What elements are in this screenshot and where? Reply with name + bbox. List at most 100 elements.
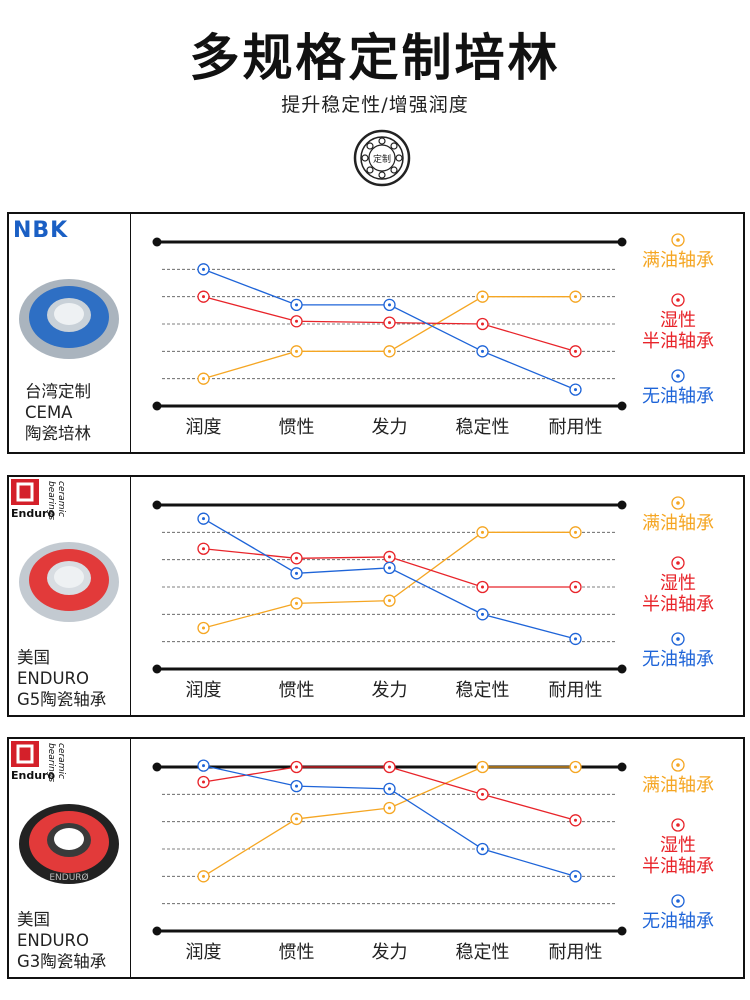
- brand-word: ceramic: [56, 743, 66, 779]
- x-tick-label: 稳定性: [456, 942, 510, 963]
- legend-marker: [671, 818, 685, 832]
- badge: 定制: [353, 129, 411, 187]
- product-label: 美国 ENDURO G5陶瓷轴承: [17, 648, 107, 709]
- x-tick-label: 耐用性: [549, 417, 603, 438]
- series-line: [203, 268, 576, 391]
- marker-dot: [481, 847, 484, 851]
- x-tick-label: 稳定性: [456, 680, 510, 701]
- axis-end: [617, 926, 627, 936]
- product-cell: NBK 台湾定制 CEMA 陶瓷培林: [9, 214, 131, 452]
- marker-dot: [574, 765, 577, 769]
- panel: Enduro bearings ceramic ENDURØ 美国 ENDURO G3陶…: [7, 737, 745, 979]
- marker-dot: [295, 303, 298, 307]
- legend-item: 满油轴承: [618, 232, 738, 271]
- legend-marker-dot: [676, 823, 680, 827]
- marker-dot: [388, 555, 391, 559]
- bearing-text: ENDURØ: [49, 872, 88, 883]
- product-cell: Enduro bearings ceramic 美国 ENDURO G5陶瓷轴承: [9, 477, 131, 715]
- axis-end: [617, 762, 627, 772]
- x-tick-label: 耐用性: [549, 942, 603, 963]
- logo-e-shape: [16, 482, 34, 502]
- marker-dot: [295, 784, 298, 788]
- brand-name: Enduro: [11, 507, 55, 520]
- legend-item: 湿性 半油轴承: [618, 555, 738, 615]
- marker-dot: [388, 303, 391, 307]
- marker-dot: [574, 349, 577, 353]
- x-tick-label: 惯性: [279, 680, 315, 701]
- legend-label: 湿性 半油轴承: [642, 310, 714, 352]
- legend-marker: [671, 369, 685, 383]
- bearing-image: [19, 279, 119, 359]
- brand-word: bearings: [46, 481, 56, 520]
- marker-dot: [481, 349, 484, 353]
- series-line: [203, 531, 576, 629]
- legend-marker-dot: [676, 298, 680, 302]
- marker-dot: [202, 874, 205, 878]
- bearing-bore: [54, 303, 84, 325]
- axis-end: [152, 237, 162, 247]
- panel: NBK 台湾定制 CEMA 陶瓷培林 润度 惯性 发力 稳定性 耐用性 满油轴承 湿性 半油轴承…: [7, 212, 745, 454]
- badge-text: 定制: [373, 153, 391, 165]
- axis-end: [152, 500, 162, 510]
- marker-dot: [295, 765, 298, 769]
- marker-dot: [574, 530, 577, 534]
- x-tick-label: 稳定性: [456, 417, 510, 438]
- legend-marker-dot: [676, 899, 680, 903]
- legend-marker-dot: [676, 238, 680, 242]
- legend-item: 满油轴承: [618, 757, 738, 796]
- marker-dot: [481, 792, 484, 796]
- marker-dot: [202, 547, 205, 551]
- bearing-bore: [54, 566, 84, 588]
- marker-dot: [574, 818, 577, 822]
- legend-marker-dot: [676, 763, 680, 767]
- legend-label: 湿性 半油轴承: [642, 573, 714, 615]
- x-tick-label: 润度: [186, 680, 222, 701]
- brand-word: bearings: [46, 743, 56, 782]
- marker-dot: [388, 599, 391, 603]
- legend-item: 湿性 半油轴承: [618, 817, 738, 877]
- x-tick-label: 润度: [186, 417, 222, 438]
- legend-label: 满油轴承: [642, 513, 714, 534]
- marker-dot: [388, 566, 391, 570]
- marker-dot: [388, 321, 391, 325]
- product-label: 美国 ENDURO G3陶瓷轴承: [17, 910, 107, 971]
- legend-marker: [671, 632, 685, 646]
- legend-item: 无油轴承: [618, 368, 738, 407]
- legend-item: 满油轴承: [618, 495, 738, 534]
- marker-dot: [295, 319, 298, 323]
- chart: 润度 惯性 发力 稳定性 耐用性: [152, 500, 627, 701]
- marker-dot: [202, 295, 205, 299]
- axis-end: [152, 664, 162, 674]
- marker-dot: [202, 626, 205, 630]
- marker-dot: [574, 637, 577, 641]
- axis-end: [152, 401, 162, 411]
- axis-end: [617, 500, 627, 510]
- marker-dot: [295, 817, 298, 821]
- series-line: [203, 764, 576, 877]
- legend-item: 无油轴承: [618, 631, 738, 670]
- brand-name: NBK: [13, 218, 69, 243]
- marker-dot: [481, 612, 484, 616]
- legend-label: 无油轴承: [642, 386, 714, 407]
- marker-dot: [202, 764, 205, 768]
- panel: Enduro bearings ceramic 美国 ENDURO G5陶瓷轴承润度 惯…: [7, 475, 745, 717]
- axis-end: [617, 664, 627, 674]
- series-line: [203, 518, 576, 640]
- marker-dot: [202, 267, 205, 271]
- x-tick-label: 润度: [186, 942, 222, 963]
- axis-end: [152, 762, 162, 772]
- marker-dot: [295, 571, 298, 575]
- page-subtitle: 提升稳定性/增强润度: [281, 94, 469, 116]
- bearing-image: [19, 542, 119, 622]
- marker-dot: [388, 787, 391, 791]
- marker-dot: [574, 388, 577, 392]
- legend-label: 湿性 半油轴承: [642, 835, 714, 877]
- marker-dot: [388, 349, 391, 353]
- legend-label: 无油轴承: [642, 911, 714, 932]
- logo-e-shape: [16, 744, 34, 764]
- brand-word: ceramic: [56, 481, 66, 517]
- marker-dot: [481, 295, 484, 299]
